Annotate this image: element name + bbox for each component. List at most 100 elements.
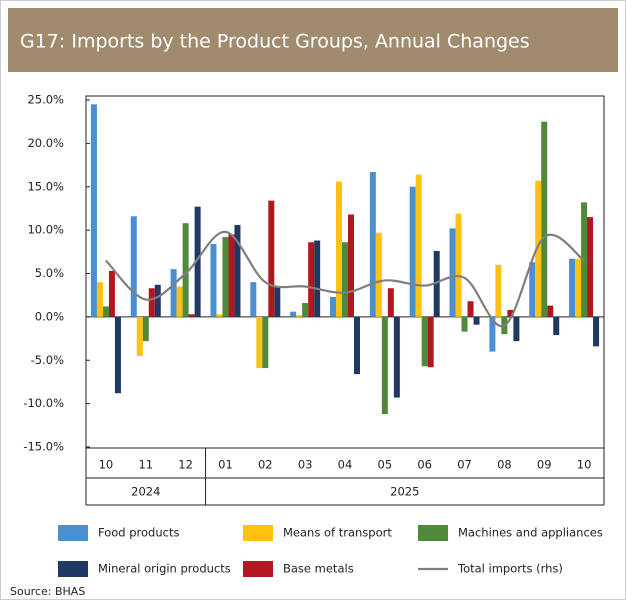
bar: [336, 181, 342, 317]
legend-swatch: [58, 525, 88, 541]
bar: [302, 302, 309, 317]
bar: [308, 242, 315, 317]
x-tick-label: 10: [99, 458, 114, 472]
x-tick-label: 08: [497, 458, 512, 472]
bar: [593, 316, 600, 347]
x-tick-label: 11: [138, 458, 153, 472]
x-tick-label: 02: [258, 458, 273, 472]
bar: [210, 244, 217, 317]
x-tick-label: 12: [178, 458, 193, 472]
bar: [222, 237, 229, 317]
bar: [354, 316, 360, 375]
bar: [274, 286, 281, 317]
bar: [108, 270, 115, 317]
year-label: 2025: [390, 485, 419, 499]
y-tick-label: 25.0%: [27, 93, 64, 107]
bar: [587, 217, 594, 317]
bar: [535, 180, 542, 317]
source: Source: BHAS: [10, 585, 85, 598]
bar: [136, 316, 143, 356]
bar: [154, 284, 161, 317]
title-band: [8, 8, 618, 72]
bar: [449, 228, 456, 317]
bar: [467, 301, 474, 317]
bar: [507, 309, 514, 317]
bar: [170, 269, 177, 317]
x-tick-label: 04: [338, 458, 353, 472]
legend-label: Total imports (rhs): [457, 562, 563, 576]
bar: [262, 316, 269, 369]
bar: [234, 224, 241, 317]
bar: [495, 264, 502, 317]
x-tick-label: 05: [378, 458, 393, 472]
bar: [182, 223, 189, 317]
legend-label: Means of transport: [283, 526, 392, 540]
bar: [575, 258, 582, 317]
legend-label: Mineral origin products: [98, 562, 231, 576]
bar: [387, 288, 394, 317]
line: [105, 230, 585, 328]
bar: [96, 282, 103, 317]
y-tick-label: -10.0%: [23, 396, 64, 410]
legend-label: Machines and appliances: [458, 526, 603, 540]
bar: [421, 316, 428, 367]
bar: [102, 306, 109, 317]
plot-frame: [85, 95, 605, 449]
bar: [489, 316, 496, 352]
x-tick-label: 09: [537, 458, 552, 472]
bar: [415, 174, 422, 317]
bar: [541, 121, 548, 317]
bar: [569, 258, 576, 317]
bar: [290, 311, 297, 317]
x-tick-label: 10: [577, 458, 592, 472]
bar: [461, 316, 468, 332]
legend-swatch: [243, 525, 273, 541]
y-tick-label: 15.0%: [27, 179, 64, 193]
bar: [529, 262, 536, 317]
bar: [216, 314, 223, 317]
bar: [473, 316, 480, 325]
bar: [409, 186, 416, 317]
y-tick-label: 20.0%: [27, 136, 64, 150]
y-tick-label: 10.0%: [27, 223, 64, 237]
bar: [296, 315, 303, 317]
bar: [381, 316, 388, 415]
bar: [130, 216, 137, 317]
legend-swatch: [418, 525, 448, 541]
x-tick-label: 07: [457, 458, 472, 472]
x-tick-label: 01: [218, 458, 233, 472]
bar: [90, 104, 97, 317]
y-tick-label: 5.0%: [35, 266, 64, 280]
bar: [455, 213, 462, 317]
bar: [369, 172, 376, 317]
bar: [393, 316, 400, 398]
chart-title: G17: Imports by the Product Groups, Annu…: [20, 31, 530, 53]
bar: [256, 316, 263, 369]
bar: [142, 316, 149, 342]
bar: [188, 314, 195, 317]
bar: [250, 282, 257, 317]
bar: [553, 316, 560, 336]
bar: [268, 200, 275, 317]
legend-swatch: [58, 561, 88, 577]
y-tick-label: -15.0%: [23, 440, 64, 454]
year-label: 2024: [131, 485, 160, 499]
bar: [148, 288, 155, 317]
bar: [330, 296, 336, 317]
bar: [513, 316, 520, 342]
legend-label: Food products: [98, 526, 179, 540]
bar: [427, 316, 434, 368]
legend-label: Base metals: [283, 562, 354, 576]
bar: [348, 214, 354, 317]
bar: [114, 316, 121, 394]
bar: [375, 232, 382, 317]
bar: [342, 242, 348, 317]
x-tick-label: 03: [298, 458, 313, 472]
bar: [228, 234, 235, 317]
y-tick-label: -5.0%: [31, 353, 64, 367]
y-tick-label: 0.0%: [35, 309, 64, 323]
x-tick-label: 06: [417, 458, 432, 472]
bar: [433, 250, 440, 317]
